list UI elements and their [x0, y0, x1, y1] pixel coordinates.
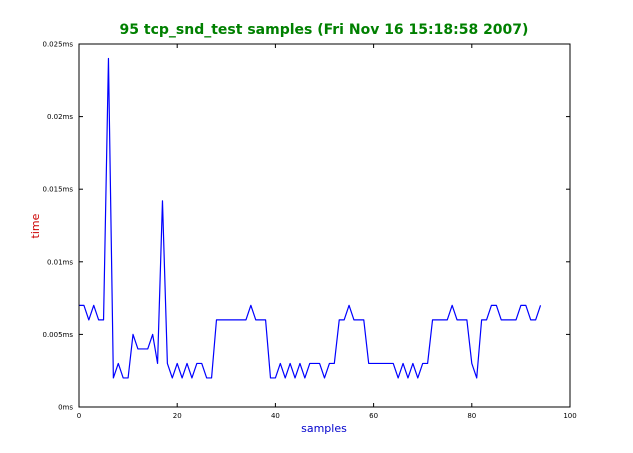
x-tick-label: 0 [77, 412, 81, 420]
y-tick-label: 0.01ms [47, 258, 73, 266]
x-tick-label: 40 [271, 412, 280, 420]
x-tick-label: 60 [369, 412, 378, 420]
x-tick-label: 20 [173, 412, 182, 420]
x-tick-label: 100 [563, 412, 576, 420]
y-tick-label: 0.025ms [42, 41, 73, 49]
series-line [79, 57, 542, 379]
y-axis-label: time [29, 213, 42, 238]
chart-title: 95 tcp_snd_test samples (Fri Nov 16 15:1… [120, 22, 529, 38]
y-tick-label: 0.005ms [42, 331, 73, 339]
x-axis-label: samples [301, 422, 347, 435]
x-tick-label: 80 [467, 412, 476, 420]
axes-frame [78, 43, 571, 408]
plot-area [79, 57, 542, 379]
y-tick-label: 0.015ms [42, 186, 73, 194]
y-tick-label: 0.02ms [47, 113, 73, 121]
y-tick-label: 0ms [58, 404, 73, 412]
tick-labels: 0 20 40 60 80 100 0ms 0.005ms 0.01ms 0.015ms 0.02m… [42, 41, 576, 421]
